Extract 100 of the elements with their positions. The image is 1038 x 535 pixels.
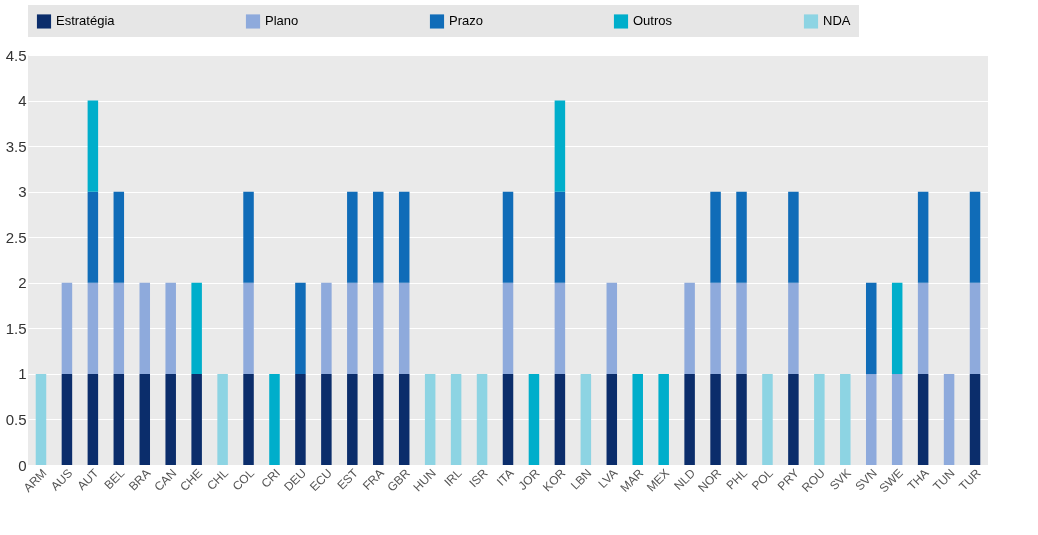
bar — [502, 373, 514, 465]
legend-label: Estratégia — [56, 13, 116, 29]
bar — [61, 373, 73, 465]
bar — [373, 282, 384, 374]
x-tick-label: TUN — [930, 466, 958, 494]
bar — [87, 100, 99, 192]
bar — [710, 191, 721, 283]
x-tick-label: PHL — [723, 465, 751, 493]
x-tick-label: CHL — [204, 465, 232, 493]
bar — [373, 373, 384, 465]
y-tick-label: 2.5 — [5, 228, 27, 246]
x-tick-label: ITA — [494, 466, 517, 489]
bar — [891, 373, 903, 465]
bar — [632, 373, 643, 465]
bar — [528, 373, 540, 465]
bar — [684, 282, 695, 374]
bar — [243, 282, 254, 374]
bar — [191, 282, 202, 374]
x-tick-label: POL — [749, 465, 777, 493]
bar — [502, 191, 514, 283]
bar — [736, 373, 747, 465]
y-tick-label: 3 — [18, 183, 27, 201]
x-tick-label: BEL — [101, 465, 128, 493]
bar — [373, 191, 384, 283]
y-tick-label: 1.5 — [5, 319, 27, 337]
bar — [295, 373, 306, 465]
y-tick-label: 4 — [18, 92, 27, 110]
x-tick-label: THA — [904, 466, 932, 493]
bar — [710, 373, 721, 465]
x-tick-label: CRI — [258, 466, 283, 491]
bar — [165, 282, 176, 374]
bar — [554, 282, 566, 374]
bar — [891, 282, 903, 374]
bar — [476, 373, 488, 465]
bar — [269, 373, 280, 465]
bar — [606, 373, 618, 465]
bar — [554, 373, 566, 465]
bar — [295, 282, 306, 374]
y-tick-label: 0.5 — [5, 410, 27, 428]
bar — [113, 191, 125, 283]
legend-label: Outros — [633, 13, 673, 29]
y-tick-label: 0 — [18, 456, 27, 474]
bar — [87, 191, 99, 283]
bar — [606, 282, 618, 374]
bar — [87, 373, 99, 465]
bar — [788, 191, 799, 283]
bar — [424, 373, 436, 465]
bar — [814, 373, 825, 465]
bar — [113, 282, 125, 374]
bar — [61, 282, 73, 374]
bar — [165, 373, 176, 465]
bar — [865, 282, 877, 374]
bar — [969, 282, 981, 374]
bar — [580, 373, 592, 465]
bar — [865, 373, 877, 465]
y-tick-label: 2 — [18, 274, 27, 292]
legend-label: Prazo — [449, 13, 483, 29]
bar — [243, 373, 254, 465]
bar — [788, 282, 799, 374]
bar — [917, 282, 929, 374]
bar — [554, 100, 566, 192]
bar — [840, 373, 851, 465]
x-tick-label: COL — [229, 465, 258, 494]
bar — [969, 191, 981, 283]
y-tick-label: 4.5 — [5, 46, 27, 64]
y-tick-label: 3.5 — [5, 137, 27, 155]
bar — [736, 191, 747, 283]
bar — [762, 373, 773, 465]
bar — [788, 373, 799, 465]
bar — [502, 282, 514, 374]
legend-label: Plano — [265, 13, 299, 29]
legend-label: NDA — [823, 13, 851, 29]
bar — [347, 191, 358, 283]
bar — [658, 373, 669, 465]
bar — [398, 373, 410, 465]
x-tick-label: IRL — [441, 465, 465, 490]
bar — [943, 373, 955, 465]
bar — [684, 373, 695, 465]
bar — [113, 373, 125, 465]
bar — [139, 373, 151, 465]
bar — [398, 282, 410, 374]
bar — [321, 373, 332, 465]
bar — [917, 373, 929, 465]
bar — [398, 191, 410, 283]
x-tick-label: LVA — [595, 466, 621, 491]
bar — [347, 282, 358, 374]
x-tick-label: ISR — [466, 465, 491, 491]
bar — [87, 282, 99, 374]
bar — [450, 373, 462, 465]
bar — [139, 282, 151, 374]
bar — [191, 373, 202, 465]
bar — [217, 373, 228, 465]
y-tick-label: 1 — [18, 365, 27, 383]
bar — [243, 191, 254, 283]
bar — [917, 191, 929, 283]
bar — [736, 282, 747, 374]
x-tick-label: NLD — [671, 465, 699, 493]
bar — [554, 191, 566, 283]
x-tick-label: FRA — [359, 466, 387, 493]
bar — [969, 373, 981, 465]
